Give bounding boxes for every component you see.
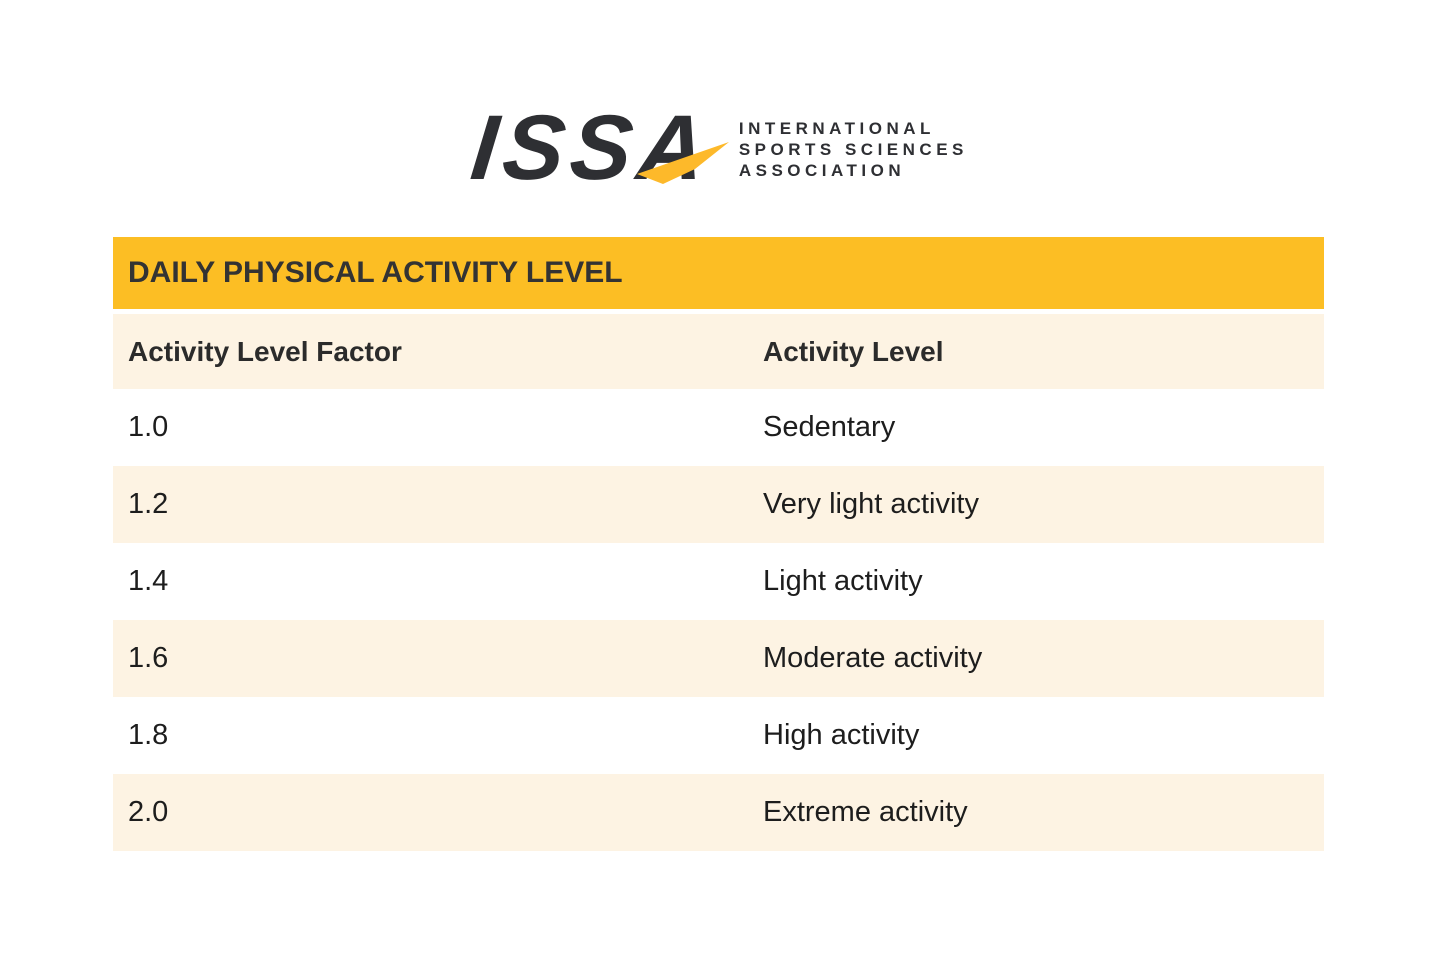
table-row: 1.0 Sedentary (113, 389, 1324, 466)
activity-table: DAILY PHYSICAL ACTIVITY LEVEL Activity L… (113, 237, 1324, 851)
table-title: DAILY PHYSICAL ACTIVITY LEVEL (128, 256, 623, 289)
table-row: 1.4 Light activity (113, 543, 1324, 620)
factor-cell: 1.0 (128, 411, 169, 443)
issa-org-name: INTERNATIONAL SPORTS SCIENCES ASSOCIATIO… (738, 118, 968, 180)
factor-cell: 1.8 (128, 719, 169, 751)
level-cell: Moderate activity (763, 642, 983, 674)
table-row: 1.2 Very light activity (113, 466, 1324, 543)
issa-wordmark-wrap: ISSA (467, 97, 729, 199)
table-row: 2.0 Extreme activity (113, 774, 1324, 851)
table-row: 1.8 High activity (113, 697, 1324, 774)
factor-cell: 1.2 (128, 488, 169, 520)
org-name-line: INTERNATIONAL (738, 119, 935, 138)
table-row: 1.6 Moderate activity (113, 620, 1324, 697)
level-cell: Sedentary (763, 411, 896, 443)
level-cell: Extreme activity (763, 796, 968, 828)
level-cell: Very light activity (763, 488, 979, 520)
lightning-bolt-icon (636, 142, 729, 184)
org-name-line: SPORTS SCIENCES (738, 140, 968, 159)
table-title-band: DAILY PHYSICAL ACTIVITY LEVEL (113, 237, 1324, 309)
issa-logo: ISSA INTERNATIONAL SPORTS SCIENCES ASSOC… (0, 97, 1440, 199)
level-cell: Light activity (763, 565, 923, 597)
factor-cell: 1.4 (128, 565, 169, 597)
level-cell: High activity (763, 719, 920, 751)
table-header-row: Activity Level Factor Activity Level (113, 314, 1324, 389)
column-header-level: Activity Level (763, 335, 944, 367)
factor-cell: 1.6 (128, 642, 169, 674)
org-name-line: ASSOCIATION (738, 161, 906, 180)
factor-cell: 2.0 (128, 796, 169, 828)
column-header-factor: Activity Level Factor (128, 335, 402, 367)
